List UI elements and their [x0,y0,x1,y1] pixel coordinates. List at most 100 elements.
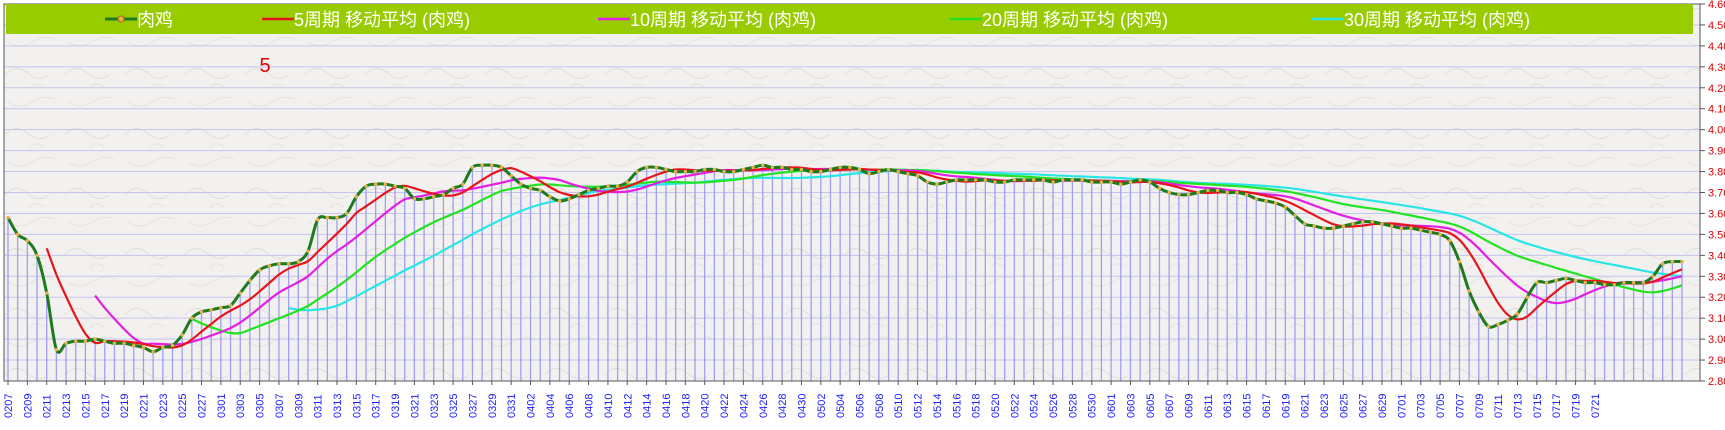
data-point [635,169,639,174]
data-point [1680,259,1684,264]
annotation-label: 5 [259,55,270,77]
data-point [1467,289,1471,293]
data-point [1128,180,1133,184]
x-tick-label: 0625 [1338,394,1350,418]
x-axis: 0207 0209 0211 0213 0215 0217 0219 0221 0223 0225… [3,381,1602,418]
data-point [973,178,978,182]
data-point [964,178,968,182]
data-point [64,341,68,345]
data-point [1360,220,1365,224]
data-point [877,169,881,174]
x-tick-label: 0707 [1454,394,1466,418]
data-point [509,174,513,178]
data-point [586,188,591,193]
data-point [548,194,552,199]
y-tick-label: 4.00 [1708,125,1725,137]
data-point [615,184,620,188]
data-point [373,182,378,186]
x-tick-label: 0516 [951,394,963,418]
data-point [577,192,581,197]
data-point [1167,190,1171,195]
data-point [1496,322,1500,327]
series-line-ma5 [45,166,1683,349]
x-tick-label: 0408 [584,394,596,418]
y-tick-label: 4.40 [1708,41,1725,53]
x-tick-label: 0617 [1261,394,1273,418]
x-tick-label: 0512 [913,394,925,418]
data-point [983,178,988,182]
data-point [1157,186,1162,191]
data-point [1622,280,1626,285]
data-point [519,182,523,186]
legend-label: 20周期 移动平均 (肉鸡) [982,10,1168,30]
y-tick-label: 4.60 [1708,0,1725,11]
y-tick-label: 3.30 [1708,271,1725,283]
y-tick-label: 3.90 [1708,146,1725,158]
data-point [248,278,252,283]
data-point [751,165,755,170]
x-tick-label: 0601 [1106,394,1118,418]
data-point [1506,318,1510,322]
data-point [74,339,78,343]
x-tick-label: 0609 [1184,394,1196,418]
x-tick-label: 0211 [42,394,54,418]
x-tick-label: 0520 [990,394,1002,418]
y-tick-label: 3.60 [1708,208,1725,220]
x-tick-label: 0709 [1474,394,1486,418]
data-point [673,169,678,174]
data-point [1544,280,1549,285]
x-tick-label: 0621 [1300,394,1312,418]
x-tick-label: 0701 [1396,394,1408,418]
data-point [1273,201,1278,205]
x-tick-label: 0629 [1377,394,1389,418]
y-tick-label: 3.20 [1708,292,1725,304]
data-point [1177,192,1181,197]
data-point [954,178,958,182]
data-point [944,180,949,184]
data-point [1322,226,1326,230]
x-tick-label: 0311 [313,394,325,418]
data-point [461,182,465,186]
y-tick-label: 4.50 [1708,20,1725,32]
data-point [654,165,659,170]
data-point [180,333,184,337]
y-tick-label: 2.80 [1708,376,1725,388]
data-point [664,167,668,172]
data-point [1341,224,1346,228]
data-point [1244,192,1249,197]
x-tick-label: 0207 [3,394,15,418]
x-tick-label: 0502 [816,394,828,418]
column-lines [7,165,1683,381]
data-point [625,180,629,184]
data-point [1419,228,1423,232]
x-tick-label: 0217 [100,394,112,418]
data-point [799,167,804,172]
data-point [1090,180,1094,184]
data-point [1051,180,1055,184]
x-tick-label: 0410 [603,394,615,418]
data-point [828,167,833,172]
data-point [1302,222,1307,226]
x-tick-label: 0506 [855,394,867,418]
data-point [1041,178,1046,182]
x-tick-label: 0223 [158,394,170,418]
legend-marker-broiler [117,15,125,23]
data-point [1138,178,1142,182]
data-point [606,184,610,188]
data-point [1564,276,1568,281]
data-point [722,169,726,174]
x-tick-label: 0426 [758,394,770,418]
x-tick-label: 0323 [429,394,441,418]
x-tick-label: 0412 [622,394,634,418]
data-point [296,259,300,264]
x-tick-label: 0711 [1493,394,1505,418]
x-tick-label: 0528 [1067,394,1079,418]
data-point [6,215,10,220]
data-point [161,345,165,350]
data-point [1186,192,1191,197]
y-tick-label: 2.90 [1708,355,1725,367]
data-point [1235,190,1239,195]
data-point [15,232,20,237]
